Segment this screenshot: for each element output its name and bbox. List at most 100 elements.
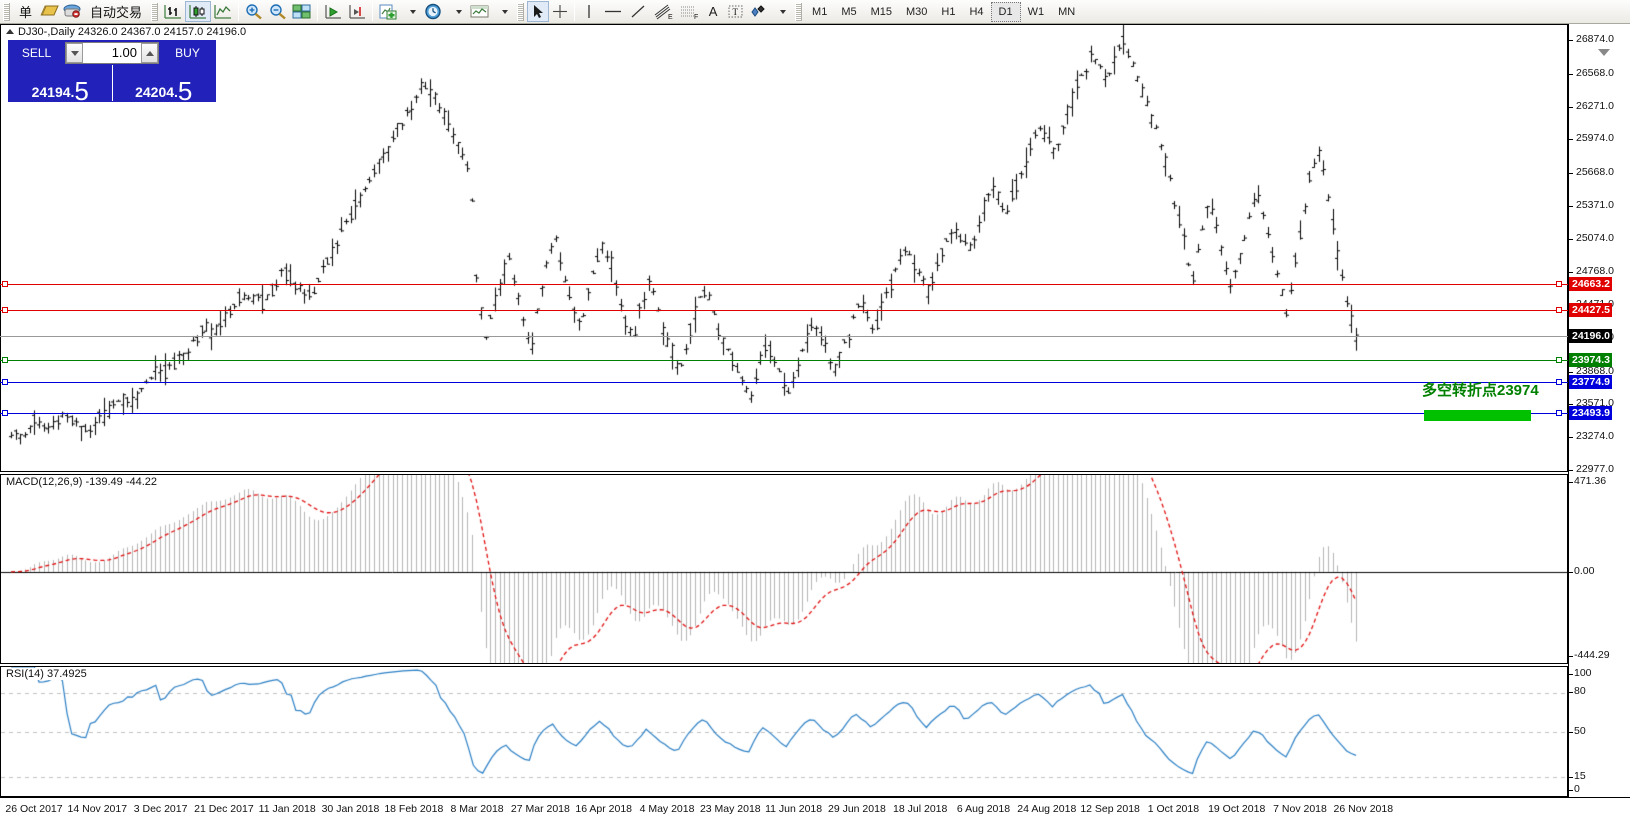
price-tick: 26874.0 bbox=[1569, 33, 1614, 45]
macd-pane[interactable]: MACD(12,26,9) -139.49 -44.22 bbox=[0, 474, 1568, 664]
buy-price-fraction: 5 bbox=[177, 75, 193, 106]
volume-input-wrapper[interactable]: 1.00 bbox=[65, 42, 159, 64]
buy-price-quote[interactable]: 24204. 5 bbox=[111, 65, 216, 106]
indicator-dropdown-icon[interactable] bbox=[400, 1, 422, 22]
price-level-line[interactable] bbox=[0, 335, 1568, 337]
templates-dropdown-icon[interactable] bbox=[492, 1, 514, 22]
annotation-text: 多空转折点23974 bbox=[1422, 382, 1539, 399]
templates-icon[interactable] bbox=[468, 1, 492, 22]
shapes-icon[interactable] bbox=[746, 1, 770, 22]
zoom-in-icon[interactable] bbox=[242, 1, 266, 22]
date-tick: 3 Dec 2017 bbox=[133, 803, 188, 815]
tile-windows-icon[interactable] bbox=[290, 1, 314, 22]
add-indicator-icon[interactable] bbox=[376, 1, 400, 22]
price-tick: 25974.0 bbox=[1569, 132, 1614, 144]
crosshair-icon[interactable] bbox=[549, 1, 571, 22]
timeframe-w1[interactable]: W1 bbox=[1027, 5, 1045, 18]
price-level-line[interactable] bbox=[0, 381, 1568, 383]
toolbar-grip-2[interactable] bbox=[151, 2, 159, 21]
price-level-handle[interactable] bbox=[2, 280, 8, 287]
new-order-icon[interactable]: 单 bbox=[19, 5, 33, 20]
vertical-line-icon[interactable] bbox=[578, 1, 600, 22]
trendline-icon[interactable] bbox=[626, 1, 650, 22]
timeframe-m5[interactable]: M5 bbox=[841, 5, 857, 18]
text-icon[interactable]: A bbox=[708, 4, 718, 19]
macd-tick: 471.36 bbox=[1569, 475, 1606, 487]
date-tick: 26 Nov 2018 bbox=[1333, 803, 1394, 815]
date-tick: 16 Apr 2018 bbox=[575, 803, 633, 815]
price-level-handle[interactable] bbox=[1556, 280, 1562, 287]
date-tick: 7 Nov 2018 bbox=[1273, 803, 1327, 815]
price-level-handle[interactable] bbox=[1556, 306, 1562, 313]
price-level-handle[interactable] bbox=[2, 409, 8, 416]
timeframe-mn[interactable]: MN bbox=[1058, 5, 1076, 18]
toolbar-grip-3[interactable] bbox=[517, 2, 525, 21]
line-chart-icon[interactable] bbox=[211, 1, 235, 22]
cursor-arrow-icon[interactable] bbox=[527, 1, 550, 22]
bar-chart-icon[interactable] bbox=[161, 1, 185, 22]
timeframe-d1[interactable]: D1 bbox=[990, 1, 1021, 22]
date-tick: 21 Dec 2017 bbox=[194, 803, 254, 815]
toolbar-separator-4 bbox=[574, 2, 576, 21]
price-tick: 26271.0 bbox=[1569, 100, 1614, 112]
price-level-handle[interactable] bbox=[1556, 409, 1562, 416]
text-label-icon[interactable]: T bbox=[724, 1, 746, 22]
timeframe-m15[interactable]: M15 bbox=[870, 5, 892, 18]
date-tick: 8 Mar 2018 bbox=[450, 803, 504, 815]
timeframe-m1[interactable]: M1 bbox=[812, 5, 828, 18]
expert-advisor-icon[interactable] bbox=[61, 1, 84, 22]
buy-price-main: 24204 bbox=[135, 84, 175, 100]
zoom-out-icon[interactable] bbox=[266, 1, 290, 22]
price-level-line[interactable] bbox=[0, 283, 1568, 285]
sell-price-quote[interactable]: 24194. 5 bbox=[9, 65, 112, 106]
price-level-line[interactable] bbox=[0, 359, 1568, 361]
timeframe-h4[interactable]: H4 bbox=[969, 5, 984, 18]
price-level-handle[interactable] bbox=[2, 378, 8, 385]
auto-scroll-icon[interactable] bbox=[321, 1, 345, 22]
collapse-triangle-icon[interactable] bbox=[6, 29, 14, 34]
one-click-trading-panel[interactable]: SELL 1.00 BUY 24194. 5 24204. 5 bbox=[8, 40, 216, 106]
price-level-handle[interactable] bbox=[1556, 356, 1562, 363]
buy-button[interactable]: BUY bbox=[160, 41, 215, 65]
date-tick: 6 Aug 2018 bbox=[956, 803, 1011, 815]
horizontal-line-icon[interactable] bbox=[600, 1, 626, 22]
sell-button[interactable]: SELL bbox=[9, 41, 64, 65]
date-tick: 18 Feb 2018 bbox=[384, 803, 444, 815]
price-level-line[interactable] bbox=[0, 309, 1568, 311]
periods-dropdown-icon[interactable] bbox=[446, 1, 468, 22]
date-tick: 27 Mar 2018 bbox=[510, 803, 570, 815]
date-tick: 12 Sep 2018 bbox=[1080, 803, 1140, 815]
date-axis[interactable]: 26 Oct 2017 14 Nov 2017 3 Dec 2017 21 Dec 2… bbox=[0, 797, 1630, 822]
chart-shift-icon[interactable] bbox=[345, 1, 369, 22]
date-tick: 29 Jun 2018 bbox=[827, 803, 886, 815]
scroll-up-arrow-icon[interactable] bbox=[1598, 49, 1610, 56]
date-tick: 18 Jul 2018 bbox=[893, 803, 948, 815]
folder-icon[interactable] bbox=[38, 1, 61, 22]
price-pane[interactable]: DJ30-,Daily 24326.0 24367.0 24157.0 2419… bbox=[0, 24, 1568, 472]
timeframe-m30[interactable]: M30 bbox=[906, 5, 928, 18]
periods-clock-icon[interactable] bbox=[422, 1, 446, 22]
sell-price-fraction: 5 bbox=[74, 75, 89, 106]
fibonacci-retracement-icon[interactable]: F bbox=[676, 1, 702, 22]
price-level-handle[interactable] bbox=[2, 356, 8, 363]
volume-input[interactable]: 1.00 bbox=[83, 43, 141, 63]
date-tick: 26 Oct 2017 bbox=[5, 803, 63, 815]
macd-pane-label: MACD(12,26,9) -139.49 -44.22 bbox=[4, 476, 160, 488]
volume-increase-button[interactable] bbox=[141, 43, 158, 63]
timeframe-h1[interactable]: H1 bbox=[941, 5, 956, 18]
price-level-handle[interactable] bbox=[2, 306, 8, 313]
svg-text:F: F bbox=[694, 14, 698, 20]
toolbar-grip[interactable] bbox=[3, 2, 10, 21]
price-level-line[interactable] bbox=[0, 412, 1568, 414]
toolbar-grip-4[interactable] bbox=[795, 2, 803, 21]
equidistant-channel-icon[interactable]: E bbox=[650, 1, 676, 22]
volume-decrease-button[interactable] bbox=[66, 43, 83, 63]
price-level-handle[interactable] bbox=[1556, 378, 1562, 385]
autotrading-button[interactable]: 自动交易 bbox=[90, 5, 143, 20]
rsi-pane[interactable]: RSI(14) 37.4925 bbox=[0, 666, 1568, 797]
price-tick: 25074.0 bbox=[1569, 232, 1614, 244]
candlestick-chart-icon[interactable] bbox=[185, 1, 212, 22]
price-level-label: 23493.9 bbox=[1569, 405, 1612, 420]
rsi-tick: 100 bbox=[1569, 667, 1592, 679]
shapes-dropdown-icon[interactable] bbox=[770, 1, 792, 22]
